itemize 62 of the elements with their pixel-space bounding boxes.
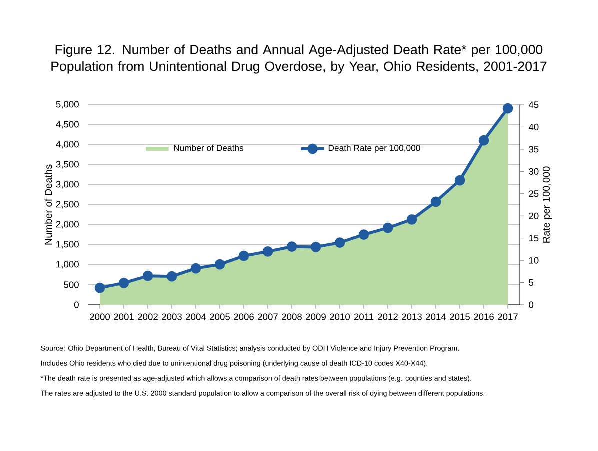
y-tick-label: 4,000 <box>56 141 79 149</box>
y-tick-label: 3,000 <box>56 181 79 189</box>
x-tick-label: 2013 <box>402 314 422 320</box>
x-tick-label: 2003 <box>162 314 182 320</box>
x-tick-label: 2000 <box>90 314 110 320</box>
point <box>430 196 442 208</box>
y-tick-label: 500 <box>64 282 79 288</box>
chart-title: Figure 12. Number of Deaths and Annual Age-Adjusted Death Rate* per 100,000 Population from Unintentional Drug Overdose, by Year, Ohio Residents, 2001-2017 <box>52 44 547 74</box>
point <box>214 259 226 270</box>
y-tick-label: 4,500 <box>56 121 79 129</box>
point <box>334 238 346 248</box>
y2-tick-label: 45 <box>528 102 539 108</box>
point <box>310 242 322 252</box>
y-tick-label: 5,000 <box>56 101 79 109</box>
y2-tick-label: 30 <box>529 168 539 175</box>
point <box>94 282 106 294</box>
x-tick-label: 2007 <box>258 314 278 320</box>
x-tick-label: 2011 <box>354 314 374 320</box>
x-tick-label: 2017 <box>498 314 518 320</box>
point <box>454 175 466 186</box>
x-tick-label: 2015 <box>450 314 470 320</box>
y2-tick-label: 5 <box>529 280 534 286</box>
point <box>358 230 370 240</box>
point <box>382 222 394 234</box>
x-tick-label: 2006 <box>234 314 254 320</box>
x-tick-label: 2014 <box>426 314 446 320</box>
point <box>406 214 418 225</box>
point <box>118 278 130 288</box>
x-tick-label: 2016 <box>474 314 494 320</box>
y-tick-label: 2,500 <box>56 201 79 209</box>
y2-tick-label: 20 <box>529 212 539 220</box>
y-tick-label: 1,500 <box>56 241 79 249</box>
y-tick-label: 2,000 <box>56 221 79 229</box>
y2-axis-title: Rate per 100,000 <box>542 166 552 243</box>
point <box>478 135 490 146</box>
y2-tick-label: 35 <box>529 146 539 153</box>
y-tick-label: 1,000 <box>56 261 79 269</box>
point <box>502 103 514 114</box>
x-tick-label: 2012 <box>378 314 398 320</box>
legend-label: Number of Deaths <box>174 144 244 152</box>
x-tick-label: 2009 <box>306 314 326 320</box>
point <box>190 263 202 274</box>
y-axis-title: Number of Deaths <box>44 164 52 245</box>
x-tick-label: 2002 <box>138 314 158 320</box>
y2-tick-label: 10 <box>529 257 539 264</box>
y2-tick-label: 25 <box>529 190 539 198</box>
legend-label: Death Rate per 100,000 <box>328 144 420 153</box>
y-tick-label: 3,500 <box>56 161 79 169</box>
x-tick-label: 2005 <box>210 314 230 320</box>
y2-tick-label: 40 <box>528 124 539 131</box>
y2-tick-label: 15 <box>529 235 539 242</box>
x-tick-label: 2008 <box>282 314 302 320</box>
point <box>142 270 154 282</box>
y-tick-label: 0 <box>74 302 79 308</box>
y2-tick-label: 0 <box>529 302 534 308</box>
x-tick-label: 2004 <box>186 314 206 320</box>
point <box>166 271 178 282</box>
point <box>286 242 298 252</box>
x-tick-label: 2001 <box>114 314 134 320</box>
point <box>262 246 274 257</box>
x-tick-label: 2010 <box>330 314 350 320</box>
point <box>238 250 250 262</box>
